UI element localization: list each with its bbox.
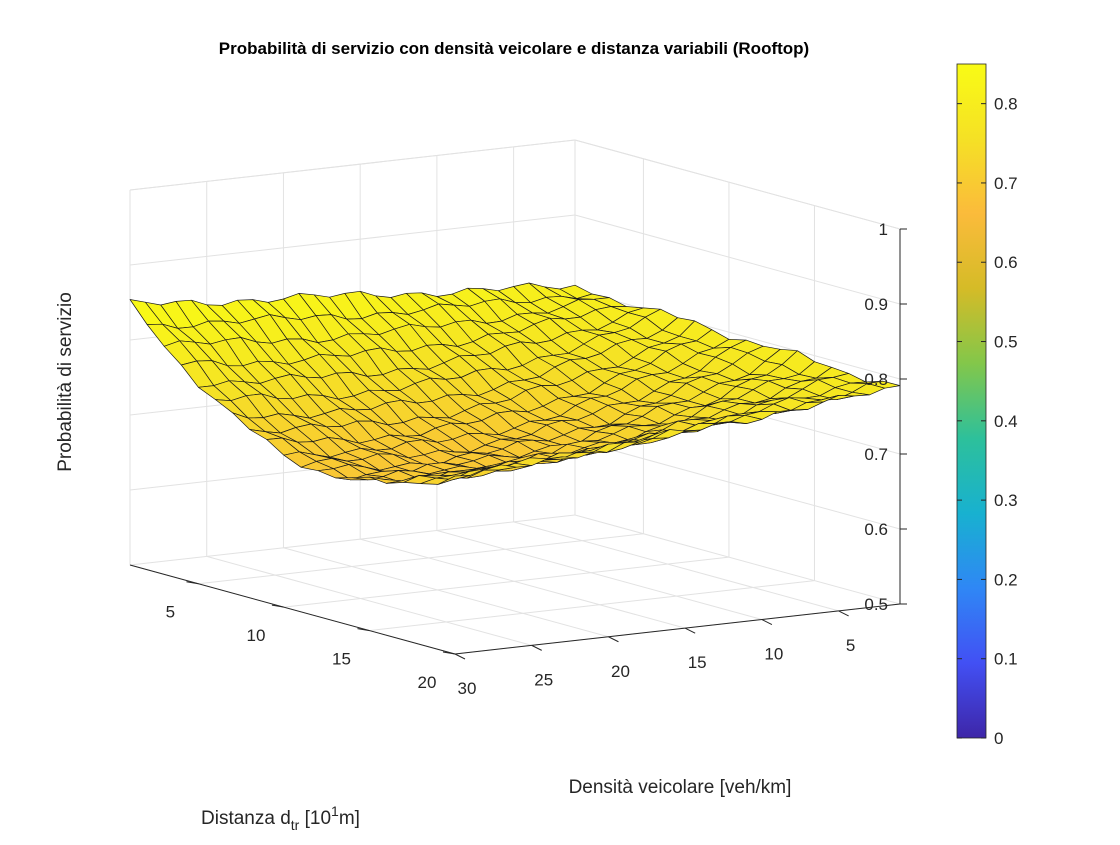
z-tick-label: 0.6 <box>864 520 888 539</box>
z-tick-label: 0.9 <box>864 295 888 314</box>
y-axis-label-main: Distanza d <box>201 808 291 829</box>
x-tick <box>838 610 849 617</box>
grid-line <box>369 580 815 632</box>
x-tick-label: 5 <box>846 636 855 655</box>
y-tick <box>271 604 285 608</box>
y-tick <box>357 628 370 632</box>
box-edge <box>129 139 576 191</box>
colorbar-tick-label: 0.6 <box>994 253 1018 272</box>
grid-line <box>574 514 901 605</box>
x-tick-label: 30 <box>458 679 477 698</box>
x-tick <box>454 653 466 660</box>
y-tick-label: 10 <box>246 626 265 645</box>
colorbar-tick-label: 0.1 <box>994 650 1018 669</box>
y-tick-label: 5 <box>166 603 175 622</box>
z-tick-label: 0.7 <box>864 445 888 464</box>
box-edge <box>574 139 901 230</box>
colorbar-tick-label: 0.4 <box>994 412 1018 431</box>
grid-line <box>574 439 901 530</box>
x-tick <box>608 636 619 643</box>
y-tick <box>186 581 199 585</box>
z-tick-label: 0.8 <box>864 370 888 389</box>
x-tick-label: 15 <box>688 653 707 672</box>
y-axis-line <box>454 603 901 655</box>
grid-line <box>574 289 901 380</box>
grid-line <box>436 530 763 620</box>
grid-line <box>129 514 576 566</box>
grid-line <box>206 555 532 646</box>
x-tick-label: 20 <box>611 662 630 681</box>
y-axis-label-end: m] <box>339 808 360 829</box>
x-tick <box>761 619 773 625</box>
colorbar-tick-label: 0.8 <box>994 95 1018 114</box>
x-tick <box>531 644 542 651</box>
y-tick-label: 20 <box>418 673 437 692</box>
chart-title: Probabilità di servizio con densità veic… <box>219 39 809 58</box>
grid-line <box>574 214 901 305</box>
z-tick-label: 0.5 <box>864 595 888 614</box>
grid-line <box>513 521 839 612</box>
colorbar-tick-label: 0 <box>994 729 1003 748</box>
colorbar-tick-label: 0.2 <box>994 570 1018 589</box>
colorbar-tick-label: 0.3 <box>994 491 1018 510</box>
grid-line <box>283 547 609 638</box>
surface-cell <box>437 474 471 485</box>
y-axis-label-sub: tr <box>291 817 300 833</box>
x-tick-label: 25 <box>534 670 553 689</box>
grid-line <box>360 538 686 629</box>
x-tick <box>684 627 696 634</box>
grid-line <box>129 214 576 266</box>
x-tick-label: 10 <box>764 645 783 664</box>
y-axis-label: Distanza dtr [101m] <box>201 803 360 833</box>
surface-mesh <box>129 282 901 485</box>
grid-line <box>198 533 644 585</box>
x-axis-label: Densità veicolare [veh/km] <box>569 777 792 798</box>
y-tick-label: 15 <box>332 650 351 669</box>
z-tick-label: 1 <box>879 220 888 239</box>
colorbar-tick-label: 0.7 <box>994 174 1018 193</box>
grid-line <box>283 556 730 608</box>
y-tick <box>442 651 456 655</box>
colorbar-tick-label: 0.5 <box>994 333 1018 352</box>
z-axis-label: Probabilità di servizio <box>55 292 76 472</box>
colorbar-ticks: 0 0.1 0.2 0.3 0.4 0.5 0.6 0.7 0.8 <box>957 95 1018 748</box>
y-axis-label-sup: 1 <box>331 803 339 819</box>
x-axis-line <box>129 564 456 655</box>
colorbar <box>956 63 987 739</box>
axes-lines <box>129 229 901 655</box>
y-axis-label-mid: [10 <box>299 808 331 829</box>
